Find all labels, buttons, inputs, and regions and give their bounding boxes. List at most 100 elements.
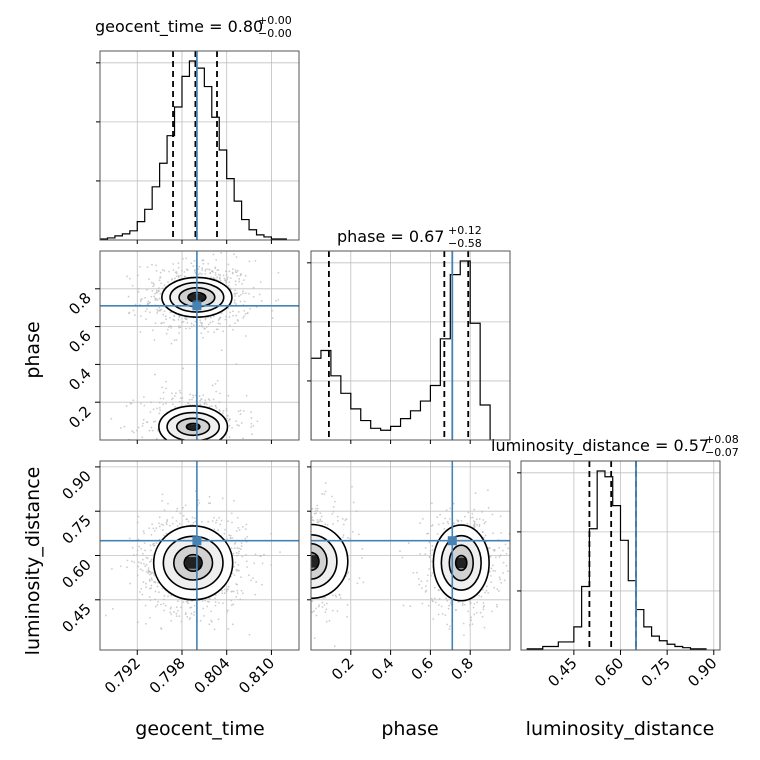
panel-luminosity-distance-vs-phase-point-4 [448,518,451,520]
title-luminosity-distance: luminosity_distance = 0.57 [491,436,709,456]
panel-phase-vs-geocent-time-point-677 [193,442,195,444]
panel-luminosity-distance-vs-geocent-time-point-841 [227,627,230,630]
panel-luminosity-distance-vs-phase-point-937 [306,530,308,532]
panel-luminosity-distance-vs-phase-point-716 [362,581,365,584]
panel-phase-vs-geocent-time-point-849 [192,449,194,451]
panel-luminosity-distance-vs-geocent-time-point-730 [176,525,179,527]
panel-phase-vs-geocent-time-point-813 [158,401,161,404]
panel-phase-vs-geocent-time-point-180 [234,322,236,325]
panel-luminosity-distance-vs-phase-point-825 [297,504,299,506]
panel-luminosity-distance-vs-phase-point-850 [356,582,359,585]
panel-luminosity-distance-vs-phase-point-794 [346,536,349,539]
panel-phase-vs-geocent-time-point-50 [161,287,164,290]
panel-luminosity-distance-vs-phase-point-453 [424,585,427,588]
panel-phase-vs-geocent-time-point-23 [146,288,148,291]
panel-luminosity-distance-vs-geocent-time-point-497 [245,554,247,556]
panel-luminosity-distance-vs-geocent-time-point-761 [153,574,156,577]
panel-luminosity-distance-vs-phase-point-376 [505,564,508,567]
panel-luminosity-distance-vs-phase-point-948 [292,578,294,580]
panel-luminosity-distance-vs-geocent-time-point-514 [151,571,154,574]
panel-phase-vs-geocent-time-point-259 [244,313,247,315]
panel-luminosity-distance-vs-geocent-time-point-869 [137,515,140,518]
panel-phase-vs-geocent-time-point-615 [235,314,238,317]
panel-phase-vs-geocent-time-point-675 [178,400,181,403]
panel-luminosity-distance-vs-phase-point-1026 [296,565,298,567]
panel-phase-vs-geocent-time-point-1018 [140,402,142,405]
panel-luminosity-distance-vs-phase-point-317 [501,549,504,552]
panel-luminosity-distance-vs-geocent-time-point-754 [185,518,188,521]
panel-luminosity-distance-vs-geocent-time-point-66 [149,544,152,547]
panel-luminosity-distance-vs-phase-point-243 [502,561,505,564]
panel-phase-vs-geocent-time-point-449 [132,309,135,312]
panel-luminosity-distance-vs-geocent-time-point-933 [129,582,131,585]
panel-luminosity-distance-vs-geocent-time-point-368 [201,600,204,602]
panel-phase-vs-geocent-time-point-309 [227,284,230,287]
panel-phase-vs-geocent-time-point-962 [204,401,207,404]
panel-luminosity-distance-vs-phase-point-483 [499,515,502,518]
panel-luminosity-distance-vs-geocent-time-point-757 [235,551,238,554]
panel-luminosity-distance-vs-phase-point-872 [306,586,308,588]
panel-phase-vs-geocent-time-point-743 [146,458,148,460]
panel-phase-vs-geocent-time-point-134 [209,321,212,324]
panel-phase-vs-geocent-time-point-407 [271,317,274,320]
panel-luminosity-distance-vs-phase-point-610 [502,572,504,574]
panel-phase-vs-geocent-time-point-869 [250,411,252,414]
xtick-label-luminosity_distance-0: 0.45 [544,654,580,690]
panel-luminosity-distance-vs-phase-point-374 [469,516,472,519]
panel-phase-vs-geocent-time-point-468 [178,316,181,319]
panel-phase-vs-geocent-time-point-389 [229,324,231,327]
panel-luminosity-distance-vs-phase-point-217 [429,549,432,552]
panel-luminosity-distance-vs-geocent-time-point-742 [158,525,161,528]
panel-phase-vs-geocent-time-point-868 [203,441,205,443]
panel-phase-vs-geocent-time-point-164 [182,320,185,323]
panel-luminosity-distance-vs-geocent-time-point-350 [131,546,134,549]
panel-luminosity-distance-vs-geocent-time-point-902 [175,612,178,615]
panel-luminosity-distance-vs-geocent-time-point-557 [232,603,235,606]
panel-phase-vs-geocent-time-point-285 [146,302,149,305]
panel-luminosity-distance-vs-geocent-time-point-444 [126,559,129,562]
panel-luminosity-distance-vs-phase-point-694 [306,561,308,563]
panel-luminosity-distance-vs-phase-point-886 [313,610,315,612]
panel-luminosity-distance-vs-phase-point-175 [472,606,475,609]
panel-luminosity-distance-vs-geocent-time-point-11 [179,512,182,515]
panel-luminosity-distance-vs-geocent-time-point-240 [184,504,187,507]
panel-phase-vs-geocent-time-point-963 [217,453,219,455]
panel-luminosity-distance-vs-phase-point-640 [475,518,478,521]
panel-luminosity-distance-vs-phase-point-440 [496,605,499,608]
panel-luminosity-distance-vs-phase-point-278 [478,594,480,597]
panel-phase-vs-geocent-time-point-142 [216,328,219,331]
panel-phase-vs-geocent-time-point-916 [172,444,174,446]
xtick-label-geocent_time-3: 0.810 [235,654,278,697]
panel-phase-vs-geocent-time-point-768 [168,442,170,444]
panel-phase-vs-geocent-time-point-913 [159,409,162,412]
panel-luminosity-distance-vs-geocent-time-point-349 [197,499,200,502]
panel-phase-vs-geocent-time-point-984 [230,454,232,456]
panel-luminosity-distance-vs-phase-point-95 [448,628,451,630]
panel-luminosity-distance-vs-phase-point-209 [416,571,418,574]
panel-luminosity-distance-vs-geocent-time-point-314 [176,600,179,603]
panel-luminosity-distance-vs-phase-point-487 [402,604,405,607]
panel-phase-vs-geocent-time-point-914 [141,425,144,427]
panel-phase-vs-geocent-time-point-388 [149,301,151,304]
panel-phase-vs-geocent-time-point-529 [242,316,245,319]
panel-phase-vs-geocent-time-point-509 [158,297,161,300]
panel-phase-vs-geocent-time-point-289 [127,295,130,298]
panel-luminosity-distance-vs-phase-point-898 [296,531,298,533]
panel-phase-vs-geocent-time-point-412 [227,263,230,266]
panel-luminosity-distance-vs-geocent-time-point-890 [194,517,196,519]
panel-luminosity-distance-vs-geocent-time-point-731 [232,552,235,555]
panel-luminosity-distance-vs-phase-point-106 [515,547,517,549]
xlabel-luminosity-distance: luminosity_distance [526,718,715,740]
xtick-label-phase-0: 0.2 [328,654,358,684]
panel-luminosity-distance-vs-phase-point-310 [428,541,431,544]
panel-phase-vs-geocent-time-point-892 [227,443,229,445]
panel-phase-vs-geocent-time-point-525 [159,309,161,312]
panel-luminosity-distance-vs-phase-point-505 [438,597,441,600]
panel-phase-vs-geocent-time-point-420 [173,339,176,342]
panel-phase-vs-geocent-time-point-441 [219,323,221,325]
panel-phase-vs-geocent-time-point-312 [198,325,201,327]
hist-geocent-time-step [100,60,287,240]
panel-luminosity-distance-vs-geocent-time-point-779 [231,590,234,593]
panel-luminosity-distance-vs-geocent-time-point-243 [140,562,143,565]
panel-luminosity-distance-vs-geocent-time-point-422 [235,530,238,532]
